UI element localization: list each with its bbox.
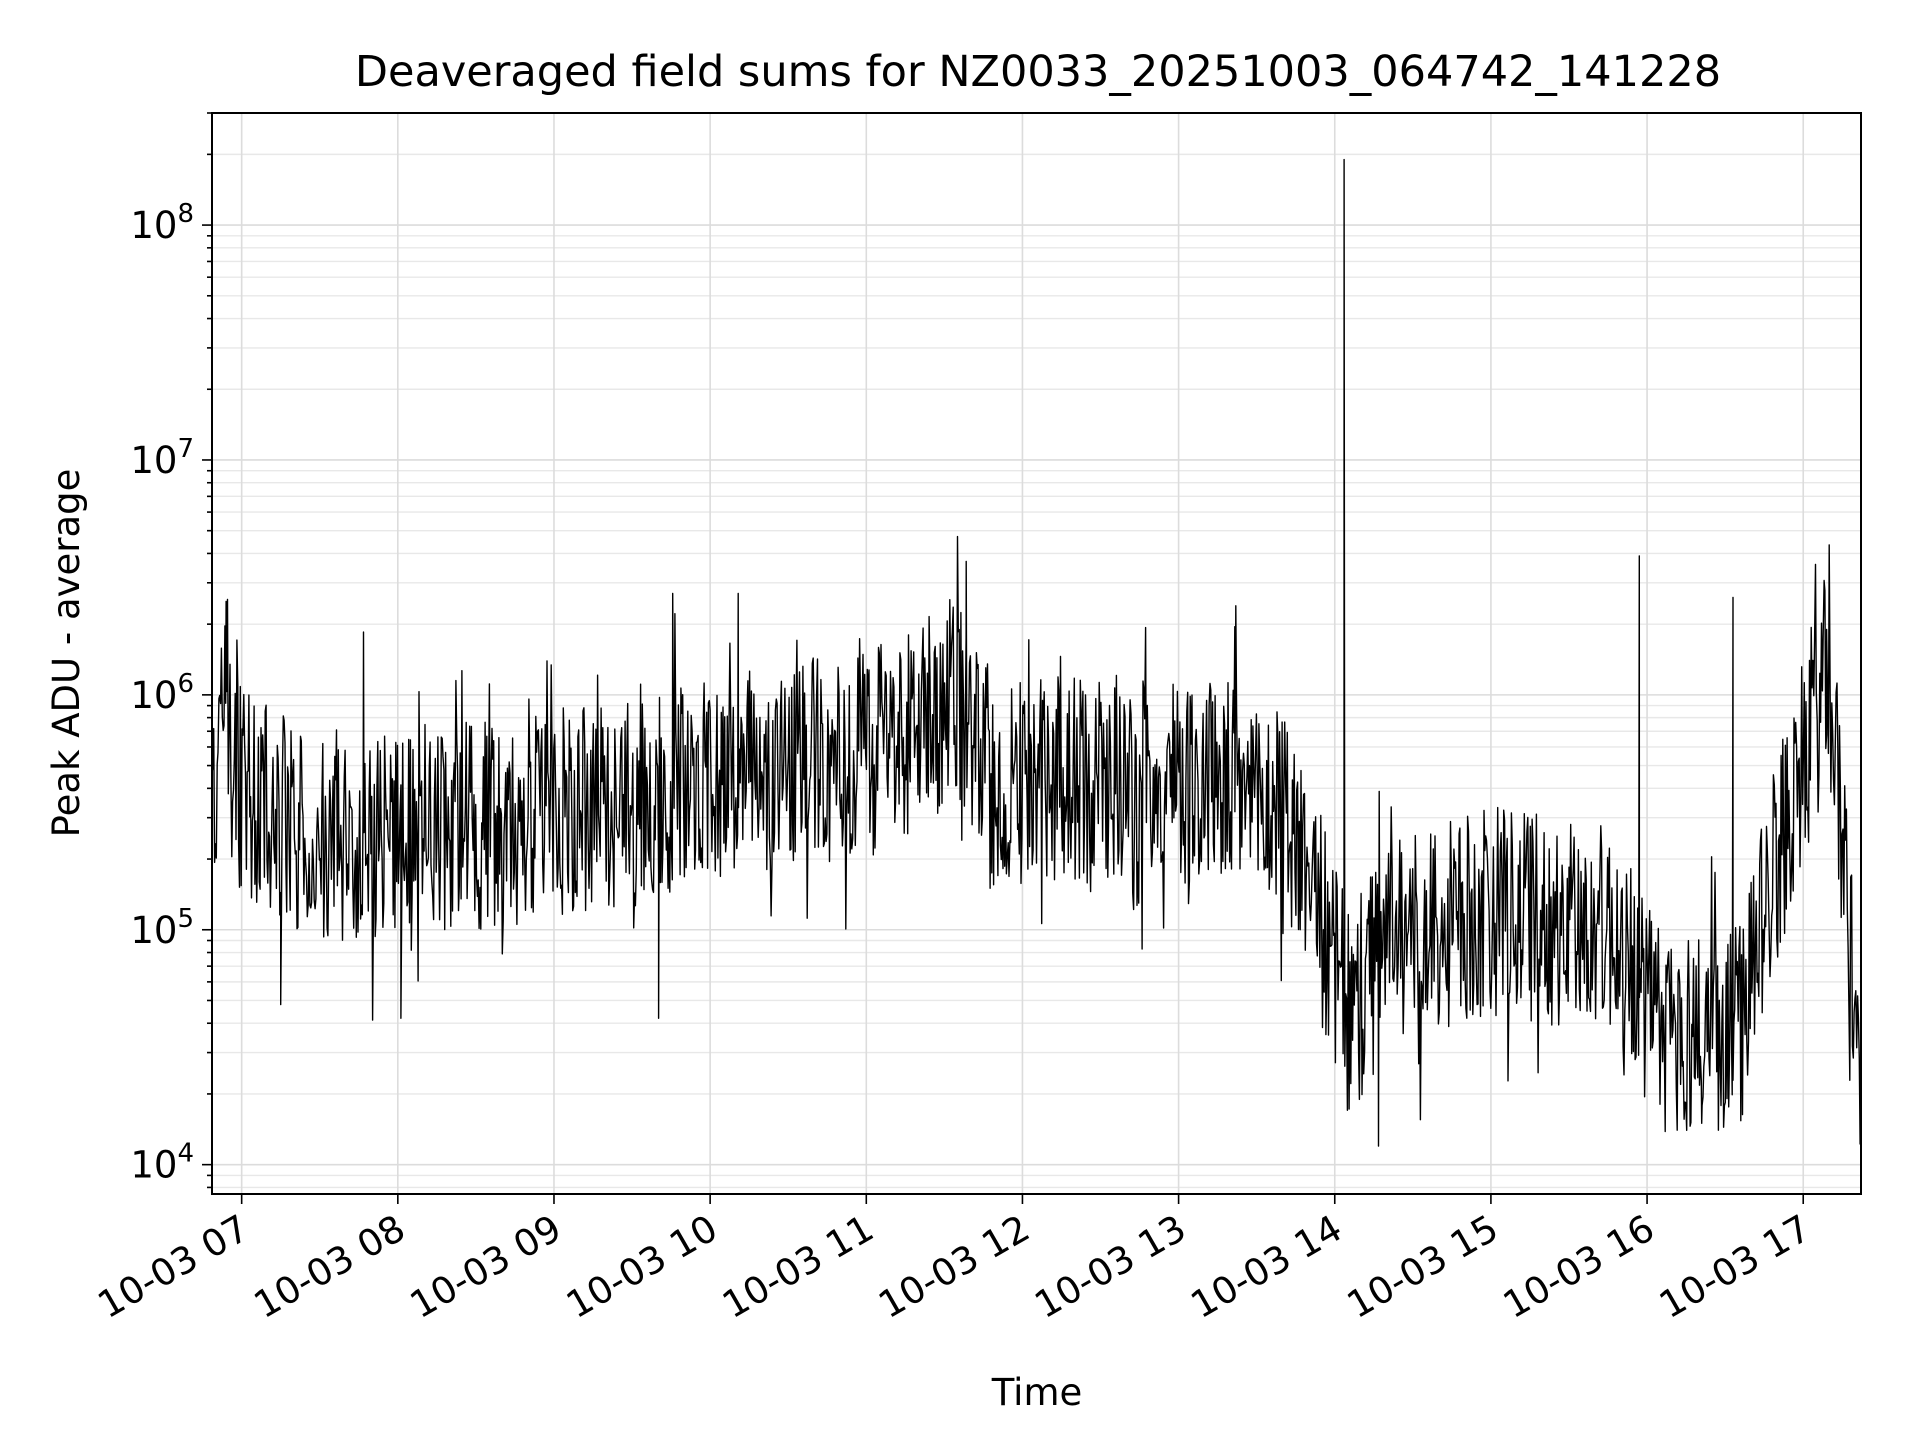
x-tick-label: 10-03 14 bbox=[1184, 1207, 1350, 1327]
x-tick-label: 10-03 13 bbox=[1028, 1207, 1194, 1327]
series-line bbox=[211, 158, 1862, 1147]
x-axis-label: Time bbox=[991, 1371, 1083, 1414]
x-tick-label: 10-03 10 bbox=[559, 1207, 725, 1327]
x-tick-label: 10-03 15 bbox=[1340, 1207, 1506, 1327]
x-tick-label: 10-03 09 bbox=[403, 1207, 569, 1327]
chart-title: Deaveraged field sums for NZ0033_2025100… bbox=[355, 47, 1721, 97]
y-tick-label: 104 bbox=[130, 1139, 194, 1187]
y-axis: 104 105 106 107 108 bbox=[130, 112, 212, 1189]
x-tick-label: 10-03 08 bbox=[247, 1207, 413, 1327]
x-tick-label: 10-03 16 bbox=[1496, 1207, 1662, 1327]
x-tick-label: 10-03 11 bbox=[715, 1207, 881, 1327]
y-tick-label: 106 bbox=[130, 669, 194, 717]
y-tick-label: 105 bbox=[130, 904, 194, 952]
series-path bbox=[211, 158, 1862, 1147]
x-tick-label: 10-03 17 bbox=[1652, 1207, 1818, 1327]
y-axis-label: Peak ADU - average bbox=[45, 469, 88, 838]
grid bbox=[212, 112, 1861, 1194]
y-tick-label: 107 bbox=[130, 434, 194, 482]
x-tick-label: 10-03 07 bbox=[91, 1207, 257, 1327]
y-tick-label: 108 bbox=[130, 199, 194, 247]
plot-area-frame bbox=[211, 112, 1862, 1195]
x-tick-label: 10-03 12 bbox=[871, 1207, 1037, 1327]
